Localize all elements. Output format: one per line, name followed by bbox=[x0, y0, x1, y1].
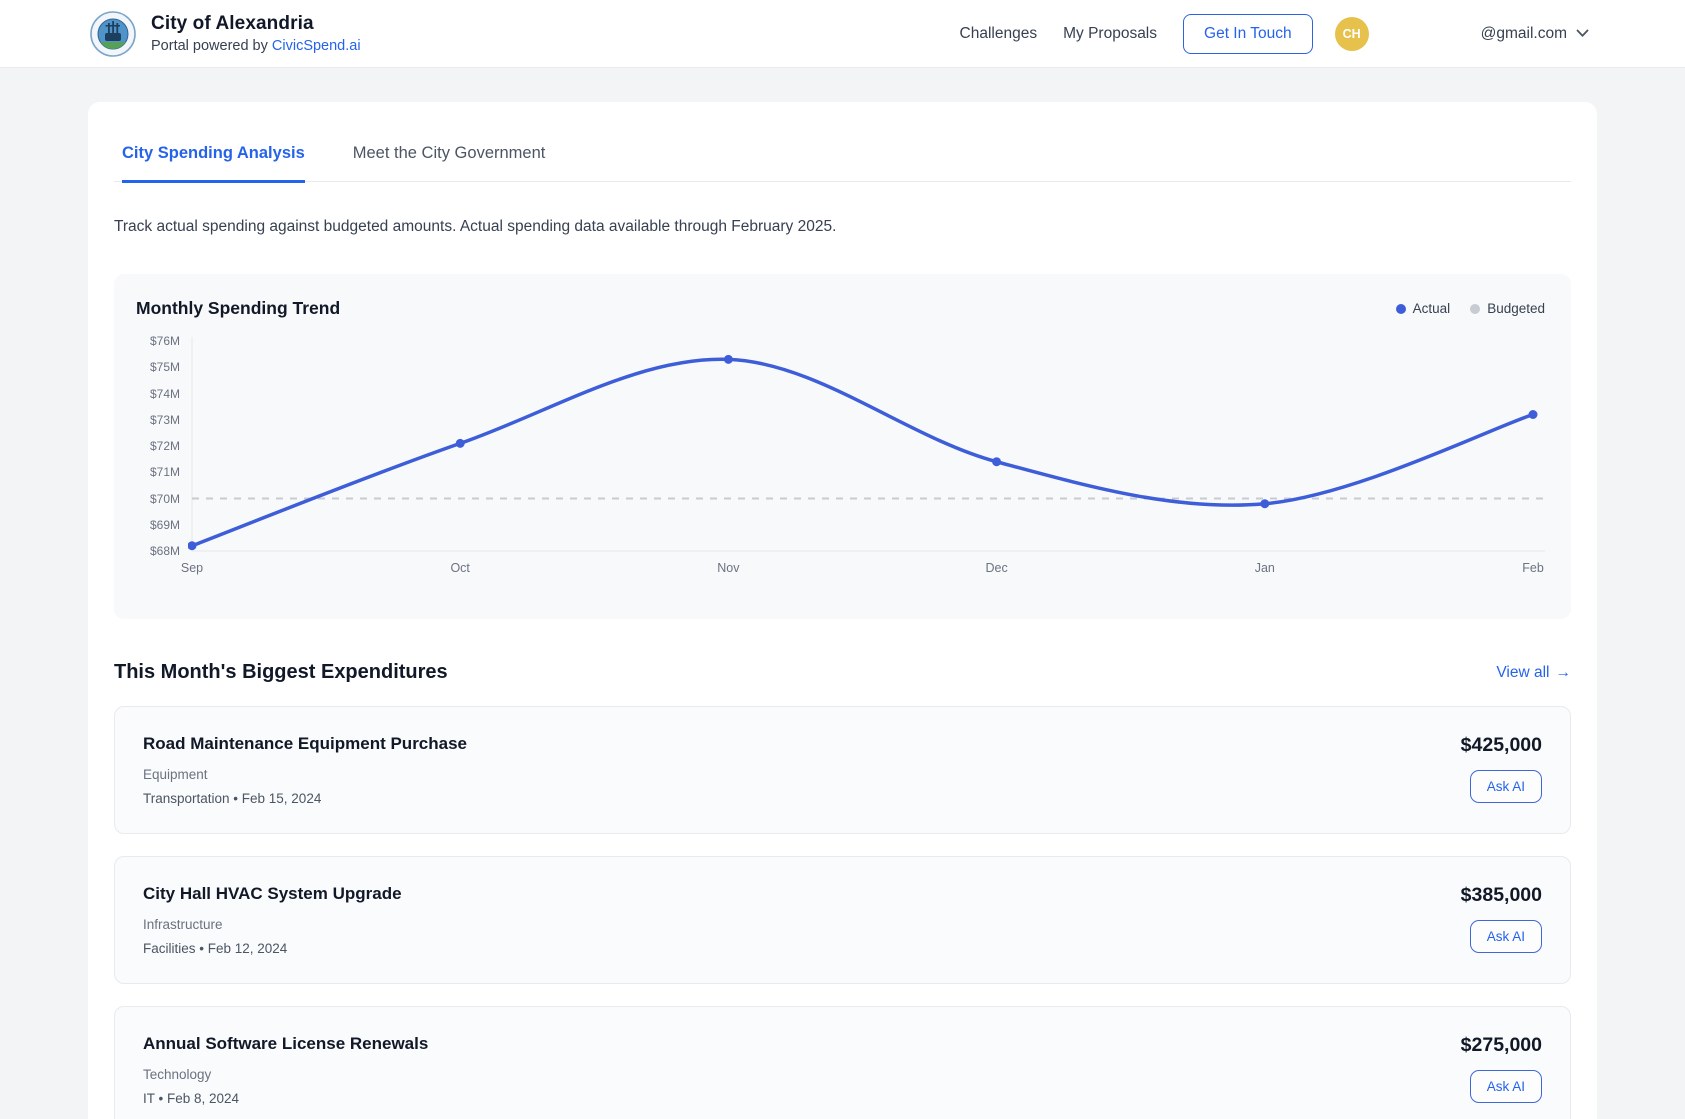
expenditure-category: Infrastructure bbox=[143, 917, 223, 932]
y-axis-tick: $71M bbox=[149, 465, 180, 480]
actual-series-dot-icon bbox=[1395, 303, 1406, 314]
actual-line bbox=[190, 357, 1535, 548]
nav-my-proposals[interactable]: My Proposals bbox=[1063, 24, 1158, 42]
ask-ai-button[interactable]: Ask AI bbox=[1469, 920, 1542, 953]
tab-bar: City Spending Analysis Meet the City Gov… bbox=[114, 102, 1571, 183]
subtitle-prefix: Portal powered by bbox=[151, 38, 272, 54]
tab-city-spending-analysis[interactable]: City Spending Analysis bbox=[122, 144, 305, 183]
chart-title: Monthly Spending Trend bbox=[136, 298, 341, 318]
y-axis-tick: $74M bbox=[149, 386, 180, 401]
chart-area: $76M $75M $74M $73M $72M $71M $70M $69M $68M Sep… bbox=[136, 334, 1545, 599]
view-all-link[interactable]: View all → bbox=[1496, 663, 1572, 681]
ask-ai-button[interactable]: Ask AI bbox=[1469, 1070, 1542, 1103]
top-navigation: Challenges My Proposals Get In Touch CH … bbox=[934, 13, 1589, 54]
spending-trend-card: Monthly Spending Trend Actual Budgeted $… bbox=[114, 274, 1571, 619]
top-bar: City of Alexandria Portal powered by Civ… bbox=[0, 0, 1685, 68]
expenditure-category: Technology bbox=[143, 1067, 212, 1082]
expenditure-card: Road Maintenance Equipment Purchase Equi… bbox=[114, 706, 1571, 834]
line-chart bbox=[187, 337, 1545, 552]
expenditure-amount: $385,000 bbox=[1460, 884, 1542, 906]
app-title: City of Alexandria bbox=[151, 13, 314, 34]
chart-legend: Actual Budgeted bbox=[1395, 301, 1545, 316]
main-panel: City Spending Analysis Meet the City Gov… bbox=[88, 102, 1597, 1119]
avatar[interactable]: CH bbox=[1334, 16, 1369, 51]
y-axis-tick: $76M bbox=[149, 334, 180, 348]
x-axis-label: Feb bbox=[1522, 561, 1544, 575]
x-axis-label: Dec bbox=[985, 561, 1008, 575]
x-axis-label: Sep bbox=[180, 561, 204, 575]
expenditure-title: City Hall HVAC System Upgrade bbox=[143, 884, 402, 903]
section-description: Track actual spending against budgeted a… bbox=[114, 218, 837, 235]
get-in-touch-button[interactable]: Get In Touch bbox=[1183, 13, 1313, 54]
y-axis-tick: $75M bbox=[149, 360, 180, 375]
y-axis: $76M $75M $74M $73M $72M $71M $70M $69M $68M bbox=[136, 334, 188, 569]
expenditure-card: Annual Software License Renewals Technol… bbox=[114, 1006, 1571, 1119]
expenditure-amount: $275,000 bbox=[1460, 1034, 1542, 1056]
y-axis-tick: $69M bbox=[149, 517, 180, 532]
expenditure-title: Road Maintenance Equipment Purchase bbox=[143, 734, 468, 753]
app-subtitle: Portal powered by CivicSpend.ai bbox=[151, 38, 361, 54]
budgeted-series-dot-icon bbox=[1470, 303, 1481, 314]
chart-canvas: Sep Oct Nov Dec Jan Feb bbox=[181, 335, 1545, 599]
x-axis-label: Oct bbox=[450, 561, 470, 575]
y-axis-tick: $70M bbox=[149, 491, 180, 506]
y-axis-tick: $68M bbox=[149, 544, 180, 558]
x-axis-label: Nov bbox=[717, 561, 740, 575]
expenditures-heading: This Month's Biggest Expenditures bbox=[114, 661, 448, 683]
expenditure-meta: Transportation • Feb 15, 2024 bbox=[143, 791, 322, 806]
legend-item-actual: Actual bbox=[1395, 301, 1450, 316]
tab-meet-the-city-government[interactable]: Meet the City Government bbox=[352, 144, 546, 162]
ask-ai-button[interactable]: Ask AI bbox=[1469, 770, 1542, 803]
expenditure-category: Equipment bbox=[143, 767, 208, 782]
arrow-right-icon: → bbox=[1555, 663, 1572, 681]
y-axis-tick: $72M bbox=[149, 439, 180, 453]
expenditure-title: Annual Software License Renewals bbox=[143, 1034, 429, 1053]
expenditure-meta: IT • Feb 8, 2024 bbox=[143, 1091, 240, 1106]
data-point bbox=[723, 354, 733, 364]
account-email: @gmail.com bbox=[1480, 24, 1567, 42]
data-point bbox=[455, 438, 465, 448]
expenditure-meta: Facilities • Feb 12, 2024 bbox=[143, 941, 288, 956]
city-seal-logo-icon bbox=[90, 10, 136, 57]
data-point bbox=[992, 457, 1002, 467]
expenditure-card: City Hall HVAC System Upgrade Infrastruc… bbox=[114, 856, 1571, 984]
data-point bbox=[1528, 410, 1538, 419]
brand: City of Alexandria Portal powered by Civ… bbox=[90, 10, 361, 57]
civicspend-link[interactable]: CivicSpend.ai bbox=[271, 38, 361, 54]
data-point bbox=[187, 541, 197, 551]
chevron-down-icon bbox=[1576, 29, 1589, 38]
x-axis-label: Jan bbox=[1254, 561, 1275, 575]
account-menu[interactable]: @gmail.com bbox=[1481, 25, 1589, 43]
expenditure-amount: $425,000 bbox=[1460, 734, 1542, 756]
y-axis-tick: $73M bbox=[149, 412, 180, 427]
legend-item-budgeted: Budgeted bbox=[1470, 301, 1545, 316]
data-point bbox=[1260, 499, 1270, 509]
nav-challenges[interactable]: Challenges bbox=[959, 24, 1038, 42]
